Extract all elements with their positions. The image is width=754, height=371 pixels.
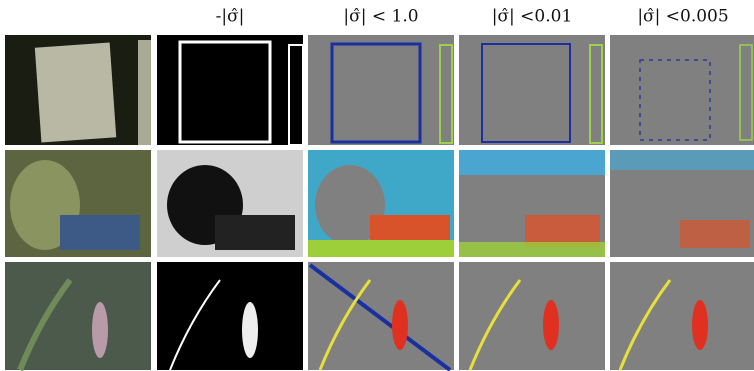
image bbox=[459, 262, 605, 370]
column-header: -|σ̂| bbox=[216, 7, 245, 27]
column-header: |σ̂| <0.005 bbox=[637, 7, 728, 27]
image-detail bbox=[60, 215, 140, 250]
column-header: |σ̂| < 1.0 bbox=[343, 7, 418, 27]
image-row bbox=[5, 150, 754, 257]
image-detail bbox=[92, 302, 108, 358]
image bbox=[610, 35, 754, 145]
image-detail bbox=[35, 42, 116, 142]
image bbox=[308, 35, 454, 145]
image-detail bbox=[680, 220, 750, 248]
image-row bbox=[5, 262, 754, 370]
image bbox=[610, 262, 754, 370]
image-row bbox=[5, 35, 754, 145]
image-detail bbox=[459, 242, 605, 257]
image-detail bbox=[610, 150, 754, 170]
image-detail bbox=[242, 302, 258, 358]
image-detail bbox=[459, 150, 605, 175]
figure: -|σ̂| |σ̂| < 1.0 |σ̂| <0.01 |σ̂| <0.005 bbox=[0, 0, 754, 371]
image-detail bbox=[308, 240, 454, 257]
column-header: |σ̂| <0.01 bbox=[492, 7, 573, 27]
image-detail bbox=[692, 300, 708, 350]
image-detail bbox=[543, 300, 559, 350]
image-detail bbox=[138, 40, 151, 145]
image-detail bbox=[392, 300, 408, 350]
image bbox=[157, 262, 303, 370]
image bbox=[459, 35, 605, 145]
image-detail bbox=[215, 215, 295, 250]
